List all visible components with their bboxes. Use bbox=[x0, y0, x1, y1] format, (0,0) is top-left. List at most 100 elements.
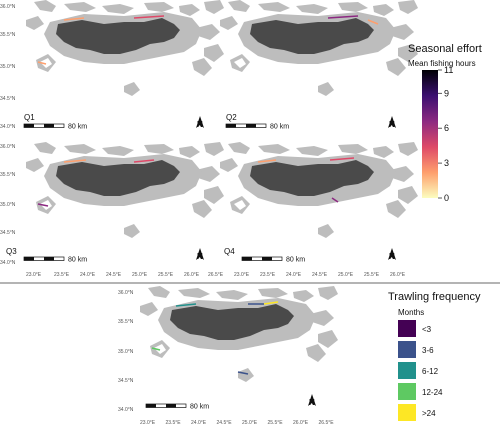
frequency-label: 12-24 bbox=[422, 388, 443, 397]
lat-tick: 36.0°N bbox=[0, 144, 16, 150]
map-panel-q1: 36.0°N 35.5°N 35.0°N 34.5°N 34.0°N Q1 80… bbox=[0, 0, 224, 131]
lon-axis-frequency: 23.0°E 23.5°E 24.0°E 24.5°E 25.0°E 25.5°E 26.0… bbox=[140, 420, 334, 426]
panel-label-q1: Q1 bbox=[24, 113, 35, 122]
panel-label-q4: Q4 bbox=[224, 247, 235, 256]
effort-track bbox=[133, 15, 165, 19]
lat-tick: 34.0°N bbox=[0, 124, 16, 130]
effort-track bbox=[327, 15, 359, 19]
effort-track bbox=[63, 17, 85, 21]
frequency-track bbox=[151, 347, 161, 351]
lon-tick: 23.0°E bbox=[26, 272, 42, 278]
lat-tick: 34.5°N bbox=[0, 230, 16, 236]
effort-track bbox=[367, 19, 379, 25]
lat-tick: 34.5°N bbox=[118, 378, 134, 384]
lon-tick: 25.0°E bbox=[132, 272, 148, 278]
lon-tick: 23.5°E bbox=[260, 272, 276, 278]
frequency-swatch bbox=[398, 341, 416, 358]
north-arrow-icon: N bbox=[308, 394, 316, 407]
effort-track bbox=[331, 197, 339, 203]
frequency-track bbox=[263, 301, 279, 305]
lat-tick: 36.0°N bbox=[118, 290, 134, 296]
lon-tick: 23.5°E bbox=[166, 420, 182, 426]
svg-text:N: N bbox=[309, 398, 315, 407]
frequency-legend: Trawling frequency Months <3 3-6 6-12 12-24… bbox=[388, 291, 481, 421]
svg-text:N: N bbox=[389, 120, 395, 129]
map-panel-frequency: 36.0°N 35.5°N 35.0°N 34.5°N 34.0°N 80 km… bbox=[118, 286, 338, 426]
lat-tick: 35.5°N bbox=[118, 319, 134, 325]
lon-tick: 25.5°E bbox=[158, 272, 174, 278]
svg-text:N: N bbox=[197, 252, 203, 261]
frequency-label: >24 bbox=[422, 409, 436, 418]
frequency-label: <3 bbox=[422, 325, 432, 334]
effort-track bbox=[257, 159, 277, 163]
effort-track bbox=[37, 203, 49, 207]
lon-tick: 25.5°E bbox=[364, 272, 380, 278]
effort-colorbar bbox=[422, 70, 438, 198]
effort-legend: Seasonal effort Mean fishing hours 11 9 6 3… bbox=[408, 43, 482, 203]
lon-axis-q3: 23.0°E 23.5°E 24.0°E 24.5°E 25.0°E 25.5°… bbox=[26, 272, 224, 278]
colorbar-tick-label: 3 bbox=[444, 158, 449, 168]
scale-label: 80 km bbox=[68, 257, 87, 264]
map-panel-q4: Q4 80 km N bbox=[220, 142, 418, 264]
scale-label: 80 km bbox=[68, 124, 87, 131]
lon-tick: 25.0°E bbox=[338, 272, 354, 278]
scale-label: 80 km bbox=[286, 257, 305, 264]
scale-label: 80 km bbox=[190, 404, 209, 411]
effort-legend-title: Seasonal effort bbox=[408, 43, 482, 55]
lon-tick: 23.5°E bbox=[54, 272, 70, 278]
frequency-swatch bbox=[398, 383, 416, 400]
lon-axis-q4: 23.0°E 23.5°E 24.0°E 24.5°E 25.0°E 25.5°… bbox=[234, 272, 406, 278]
lon-tick: 26.0°E bbox=[390, 272, 406, 278]
north-arrow-icon: N bbox=[196, 248, 204, 261]
colorbar-tick-label: 11 bbox=[444, 65, 453, 75]
lat-tick: 35.0°N bbox=[0, 202, 16, 208]
scale-bar: 80 km bbox=[145, 404, 209, 411]
north-arrow-icon: N bbox=[388, 116, 396, 129]
lon-tick: 24.0°E bbox=[286, 272, 302, 278]
frequency-legend-title: Trawling frequency bbox=[388, 291, 481, 303]
lon-tick: 25.5°E bbox=[268, 420, 284, 426]
effort-track bbox=[329, 157, 355, 161]
frequency-swatch bbox=[398, 404, 416, 421]
lon-tick: 24.5°E bbox=[217, 420, 233, 426]
lat-tick: 34.5°N bbox=[0, 96, 16, 102]
scale-bar: 80 km bbox=[23, 124, 87, 131]
scale-label: 80 km bbox=[270, 124, 289, 131]
frequency-label: 3-6 bbox=[422, 346, 434, 355]
lat-tick: 35.0°N bbox=[118, 349, 134, 355]
effort-track bbox=[133, 159, 155, 163]
lon-tick: 24.0°E bbox=[191, 420, 207, 426]
scale-bar: 80 km bbox=[225, 124, 289, 131]
scale-bar: 80 km bbox=[241, 257, 305, 264]
lon-tick: 26.5°E bbox=[208, 272, 224, 278]
lat-tick: 34.0°N bbox=[0, 260, 16, 266]
map-panel-q3: 36.0°N 35.5°N 35.0°N 34.5°N 34.0°N Q3 80… bbox=[0, 142, 224, 266]
north-arrow-icon: N bbox=[196, 116, 204, 129]
lon-tick: 23.0°E bbox=[234, 272, 250, 278]
effort-track bbox=[63, 159, 87, 163]
lat-tick: 34.0°N bbox=[118, 407, 134, 413]
lon-tick: 24.5°E bbox=[106, 272, 122, 278]
lon-tick: 25.0°E bbox=[242, 420, 258, 426]
lon-tick: 26.0°E bbox=[293, 420, 309, 426]
lon-tick: 23.0°E bbox=[140, 420, 156, 426]
svg-text:N: N bbox=[197, 120, 203, 129]
colorbar-tick-label: 6 bbox=[444, 123, 449, 133]
map-panel-q2: Q2 80 km N bbox=[220, 0, 418, 131]
scale-bar: 80 km bbox=[23, 257, 87, 264]
effort-track bbox=[37, 61, 47, 65]
lat-tick: 35.5°N bbox=[0, 32, 16, 38]
frequency-label: 6-12 bbox=[422, 367, 439, 376]
frequency-track bbox=[237, 371, 249, 375]
panel-label-q2: Q2 bbox=[226, 113, 237, 122]
north-arrow-icon: N bbox=[388, 248, 396, 261]
lat-tick: 35.5°N bbox=[0, 172, 16, 178]
lon-tick: 26.0°E bbox=[184, 272, 200, 278]
colorbar-tick-label: 0 bbox=[444, 193, 449, 203]
lat-tick: 36.0°N bbox=[0, 4, 16, 10]
colorbar-tick-label: 9 bbox=[444, 88, 449, 98]
svg-text:N: N bbox=[389, 252, 395, 261]
frequency-swatch bbox=[398, 362, 416, 379]
panel-label-q3: Q3 bbox=[6, 247, 17, 256]
frequency-track bbox=[175, 303, 197, 307]
